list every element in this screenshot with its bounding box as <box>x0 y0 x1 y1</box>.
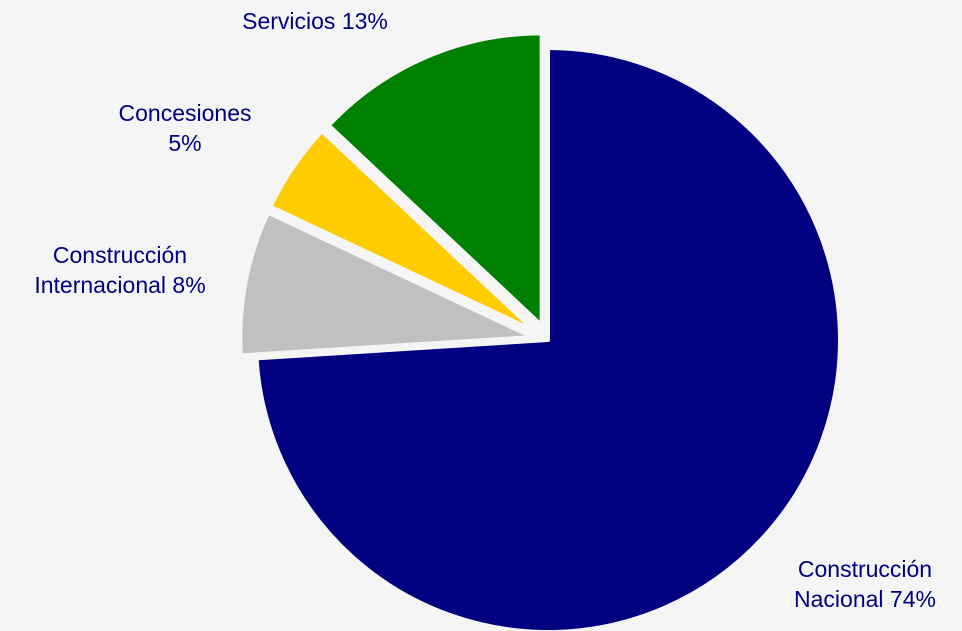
slice-construccion-nacional <box>254 46 842 631</box>
label-concesiones-line2: 5% <box>168 130 202 156</box>
label-construccion-internacional-line1: Construcción <box>52 242 188 268</box>
slice-concesiones <box>268 129 537 334</box>
label-construccion-internacional: Construcción Internacional 8% <box>0 240 240 300</box>
slice-construccion-internacional <box>238 210 535 358</box>
label-construccion-nacional-line2: Nacional 74% <box>794 586 936 612</box>
label-construccion-internacional-line2: Internacional 8% <box>34 272 206 298</box>
label-concesiones-line1: Concesiones <box>118 100 252 126</box>
label-construccion-nacional-line1: Construcción <box>797 556 933 582</box>
label-servicios: Servicios 13% <box>200 6 430 36</box>
label-servicios-line1: Servicios 13% <box>242 8 388 34</box>
label-concesiones: Concesiones 5% <box>90 98 280 158</box>
slice-servicios <box>326 31 544 328</box>
label-construccion-nacional: Construcción Nacional 74% <box>760 554 962 614</box>
